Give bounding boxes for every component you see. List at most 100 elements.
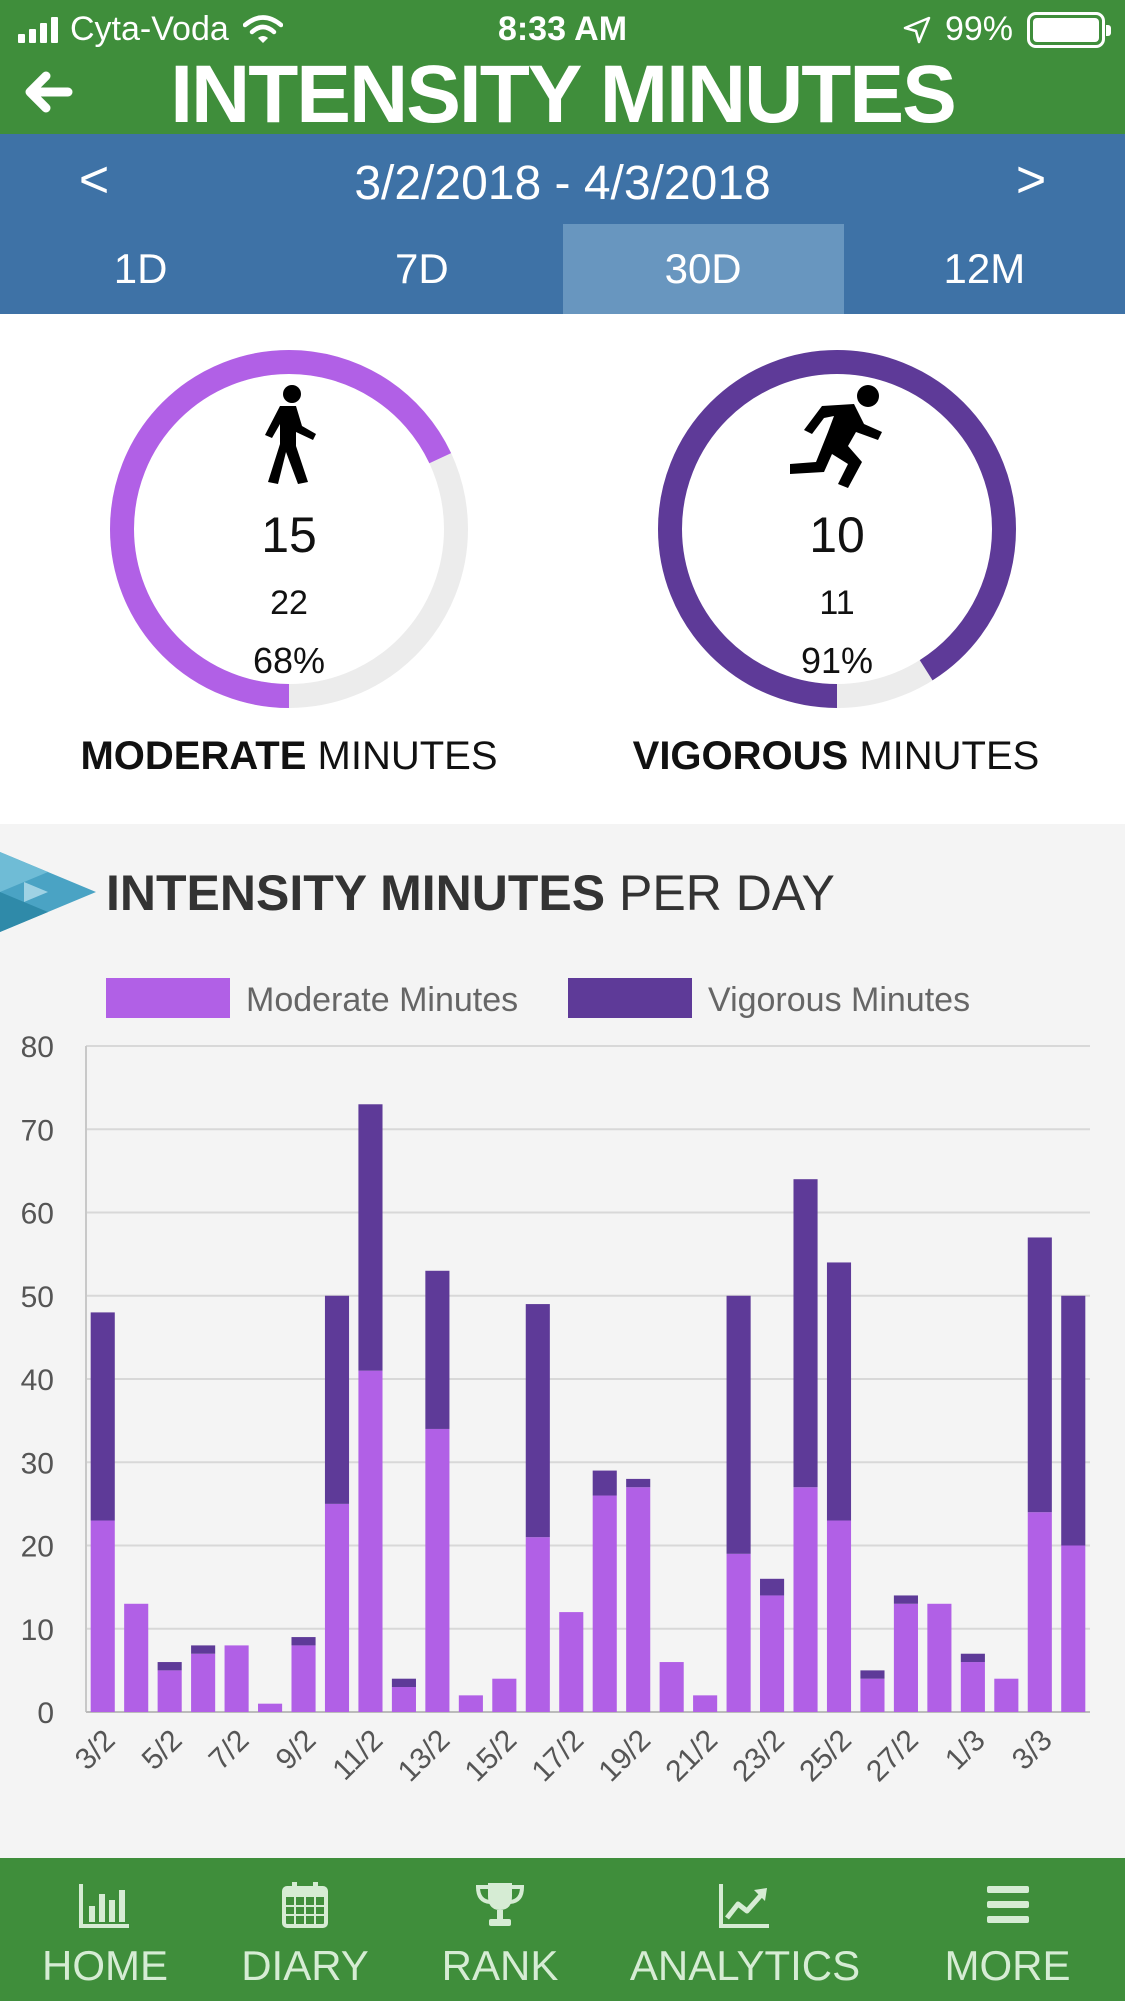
moderate-caption-bold: MODERATE <box>80 734 307 778</box>
bar-moderate-minutes <box>492 1678 517 1712</box>
bar-moderate-minutes <box>391 1687 416 1712</box>
y-tick-label: 30 <box>21 1447 54 1480</box>
bar-moderate-minutes <box>157 1670 182 1712</box>
chart-section: INTENSITY MINUTES PER DAY Moderate Minut… <box>0 824 1125 1858</box>
next-period-button[interactable]: > <box>1015 151 1047 209</box>
bar-moderate-minutes <box>693 1695 718 1712</box>
bar-vigorous-minutes <box>391 1678 416 1688</box>
tab-12m[interactable]: 12M <box>943 245 1026 292</box>
bar-vigorous-minutes <box>793 1179 818 1488</box>
vigorous-value: 10 <box>809 507 865 563</box>
calendar-icon <box>282 1882 328 1928</box>
x-tick-label: 13/2 <box>392 1724 457 1789</box>
bar-moderate-minutes <box>458 1695 483 1712</box>
previous-period-button[interactable]: < <box>78 151 110 209</box>
bar-moderate-minutes <box>893 1603 918 1712</box>
legend-label: Moderate Minutes <box>246 981 518 1019</box>
nav-home[interactable]: HOME <box>0 1858 210 2001</box>
date-navigation: < 3/2/2018 - 4/3/2018 > 1D 7D 30D 12M <box>0 134 1125 314</box>
legend-swatch <box>568 978 692 1018</box>
bar-vigorous-minutes <box>1061 1295 1086 1546</box>
y-tick-label: 20 <box>21 1531 54 1564</box>
moderate-goal: 22 <box>270 584 308 622</box>
legend-swatch <box>106 978 230 1018</box>
running-person-icon <box>790 385 882 488</box>
tab-1d[interactable]: 1D <box>113 245 168 292</box>
tab-30d[interactable]: 30D <box>562 224 844 314</box>
x-tick-label: 5/2 <box>136 1724 189 1777</box>
bar-vigorous-minutes <box>358 1104 383 1371</box>
bar-moderate-minutes <box>927 1603 952 1712</box>
moderate-caption: MODERATE MINUTES <box>9 734 569 779</box>
menu-icon <box>986 1886 1029 1923</box>
bar-moderate-minutes <box>592 1495 617 1712</box>
back-arrow-icon[interactable] <box>16 60 80 124</box>
x-tick-label: 15/2 <box>459 1724 524 1789</box>
nav-analytics[interactable]: ANALYTICS <box>600 1858 890 2001</box>
nav-more-label: MORE <box>944 1942 1071 1989</box>
x-tick-label: 3/3 <box>1006 1724 1059 1777</box>
moderate-progress-arc <box>110 350 468 708</box>
bar-vigorous-minutes <box>893 1595 918 1604</box>
bar-moderate-minutes <box>726 1553 751 1712</box>
chart-heading-rest: PER DAY <box>605 865 835 921</box>
bar-moderate-minutes <box>358 1370 383 1712</box>
bar-vigorous-minutes <box>291 1637 316 1646</box>
x-tick-label: 23/2 <box>726 1724 791 1789</box>
tab-7d[interactable]: 7D <box>395 245 449 292</box>
bar-moderate-minutes <box>324 1503 350 1712</box>
bar-vigorous-minutes <box>191 1645 216 1654</box>
bottom-nav: HOME DIARY RANK ANALYTICS <box>0 1858 1125 2001</box>
status-left: Cyta-Voda <box>18 10 283 49</box>
section-triangle-icon <box>0 852 96 932</box>
walking-person-icon <box>265 385 316 484</box>
bar-moderate-minutes <box>826 1520 852 1712</box>
location-arrow-icon <box>903 16 931 43</box>
bar-moderate-minutes <box>793 1487 818 1712</box>
y-tick-label: 80 <box>21 1031 54 1064</box>
summary-rings: 15 22 68% MODERATE MINUTES 10 11 91% VIG… <box>0 314 1125 824</box>
bar-moderate-minutes <box>860 1678 885 1712</box>
bar-moderate-minutes <box>425 1428 450 1712</box>
nav-more[interactable]: MORE <box>890 1858 1125 2001</box>
x-tick-label: 21/2 <box>659 1724 724 1789</box>
battery-icon <box>1027 11 1111 48</box>
battery-percent: 99% <box>944 10 1013 48</box>
bar-vigorous-minutes <box>324 1295 350 1504</box>
nav-diary[interactable]: DIARY <box>210 1858 400 2001</box>
y-tick-label: 0 <box>37 1697 54 1730</box>
legend-label: Vigorous Minutes <box>708 981 970 1019</box>
moderate-percent: 68% <box>252 640 326 681</box>
bar-vigorous-minutes <box>960 1653 985 1663</box>
x-tick-label: 27/2 <box>860 1724 925 1789</box>
vigorous-percent: 91% <box>800 640 874 681</box>
status-bar: Cyta-Voda 8:33 AM 99% <box>0 0 1125 60</box>
bar-vigorous-minutes <box>90 1312 115 1521</box>
x-tick-label: 25/2 <box>793 1724 858 1789</box>
bar-vigorous-minutes <box>425 1270 450 1429</box>
bar-moderate-minutes <box>760 1595 785 1712</box>
page-title: INTENSITY MINUTES <box>170 49 957 140</box>
nav-rank[interactable]: RANK <box>400 1858 600 2001</box>
chart-heading: INTENSITY MINUTES PER DAY <box>106 864 835 922</box>
y-tick-label: 40 <box>21 1364 54 1397</box>
signal-strength-icon <box>18 16 58 43</box>
chart-heading-bold: INTENSITY MINUTES <box>106 865 606 921</box>
bar-vigorous-minutes <box>525 1304 550 1538</box>
bar-vigorous-minutes <box>826 1262 852 1521</box>
moderate-value: 15 <box>261 507 317 563</box>
vigorous-caption-rest: MINUTES <box>848 734 1040 778</box>
vigorous-caption: VIGOROUS MINUTES <box>556 734 1116 779</box>
x-tick-label: 3/2 <box>69 1724 122 1777</box>
x-tick-label: 11/2 <box>326 1724 389 1787</box>
bar-moderate-minutes <box>1027 1512 1052 1712</box>
bar-moderate-minutes <box>559 1612 584 1712</box>
moderate-caption-rest: MINUTES <box>306 734 498 778</box>
x-tick-label: 7/2 <box>203 1724 256 1777</box>
intensity-minutes-chart: Moderate Minutes Vigorous Minutes 0 10 20 30 4… <box>21 978 1090 1789</box>
bar-vigorous-minutes <box>1027 1237 1052 1513</box>
vigorous-progress-arc <box>658 350 1016 708</box>
bar-moderate-minutes <box>960 1662 985 1712</box>
bar-moderate-minutes <box>258 1703 283 1712</box>
bar-moderate-minutes <box>224 1645 249 1712</box>
